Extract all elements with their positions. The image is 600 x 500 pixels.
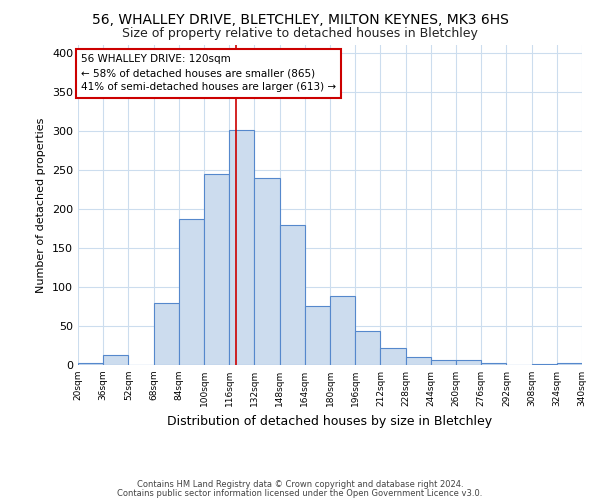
Bar bbox=[179, 219, 204, 365]
Bar bbox=[330, 296, 355, 365]
Bar bbox=[355, 332, 380, 365]
X-axis label: Distribution of detached houses by size in Bletchley: Distribution of detached houses by size … bbox=[167, 414, 493, 428]
Bar bbox=[456, 360, 481, 365]
Text: 56 WHALLEY DRIVE: 120sqm
← 58% of detached houses are smaller (865)
41% of semi-: 56 WHALLEY DRIVE: 120sqm ← 58% of detach… bbox=[81, 54, 336, 92]
Bar bbox=[557, 362, 582, 365]
Y-axis label: Number of detached properties: Number of detached properties bbox=[37, 118, 46, 292]
Bar bbox=[78, 362, 103, 365]
Text: Size of property relative to detached houses in Bletchley: Size of property relative to detached ho… bbox=[122, 28, 478, 40]
Bar bbox=[380, 348, 406, 365]
Bar bbox=[406, 357, 431, 365]
Bar bbox=[254, 178, 280, 365]
Bar bbox=[229, 130, 254, 365]
Text: Contains public sector information licensed under the Open Government Licence v3: Contains public sector information licen… bbox=[118, 488, 482, 498]
Bar bbox=[532, 364, 557, 365]
Bar bbox=[481, 362, 506, 365]
Bar bbox=[280, 224, 305, 365]
Text: 56, WHALLEY DRIVE, BLETCHLEY, MILTON KEYNES, MK3 6HS: 56, WHALLEY DRIVE, BLETCHLEY, MILTON KEY… bbox=[92, 12, 508, 26]
Text: Contains HM Land Registry data © Crown copyright and database right 2024.: Contains HM Land Registry data © Crown c… bbox=[137, 480, 463, 489]
Bar bbox=[204, 174, 229, 365]
Bar bbox=[431, 360, 456, 365]
Bar bbox=[154, 302, 179, 365]
Bar bbox=[305, 306, 330, 365]
Bar bbox=[103, 355, 128, 365]
